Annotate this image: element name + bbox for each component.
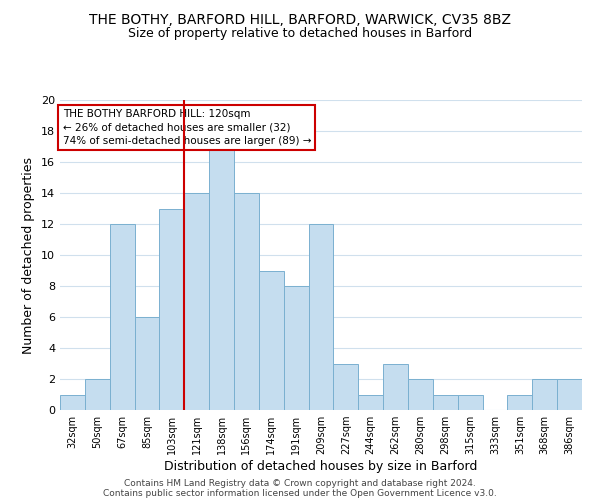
Bar [408, 379, 433, 410]
Bar [234, 193, 259, 410]
Bar [284, 286, 308, 410]
Text: THE BOTHY BARFORD HILL: 120sqm
← 26% of detached houses are smaller (32)
74% of : THE BOTHY BARFORD HILL: 120sqm ← 26% of … [62, 110, 311, 146]
Bar [358, 394, 383, 410]
Bar [557, 379, 582, 410]
Bar [184, 193, 209, 410]
Bar [209, 146, 234, 410]
Bar [60, 394, 85, 410]
Bar [134, 317, 160, 410]
Bar [508, 394, 532, 410]
Bar [458, 394, 482, 410]
Y-axis label: Number of detached properties: Number of detached properties [22, 156, 35, 354]
Bar [85, 379, 110, 410]
Text: Contains HM Land Registry data © Crown copyright and database right 2024.: Contains HM Land Registry data © Crown c… [124, 478, 476, 488]
Text: Contains public sector information licensed under the Open Government Licence v3: Contains public sector information licen… [103, 488, 497, 498]
Bar [532, 379, 557, 410]
Text: THE BOTHY, BARFORD HILL, BARFORD, WARWICK, CV35 8BZ: THE BOTHY, BARFORD HILL, BARFORD, WARWIC… [89, 12, 511, 26]
Bar [308, 224, 334, 410]
Bar [160, 208, 184, 410]
Bar [433, 394, 458, 410]
Text: Size of property relative to detached houses in Barford: Size of property relative to detached ho… [128, 28, 472, 40]
Bar [110, 224, 134, 410]
Bar [334, 364, 358, 410]
X-axis label: Distribution of detached houses by size in Barford: Distribution of detached houses by size … [164, 460, 478, 473]
Bar [259, 270, 284, 410]
Bar [383, 364, 408, 410]
